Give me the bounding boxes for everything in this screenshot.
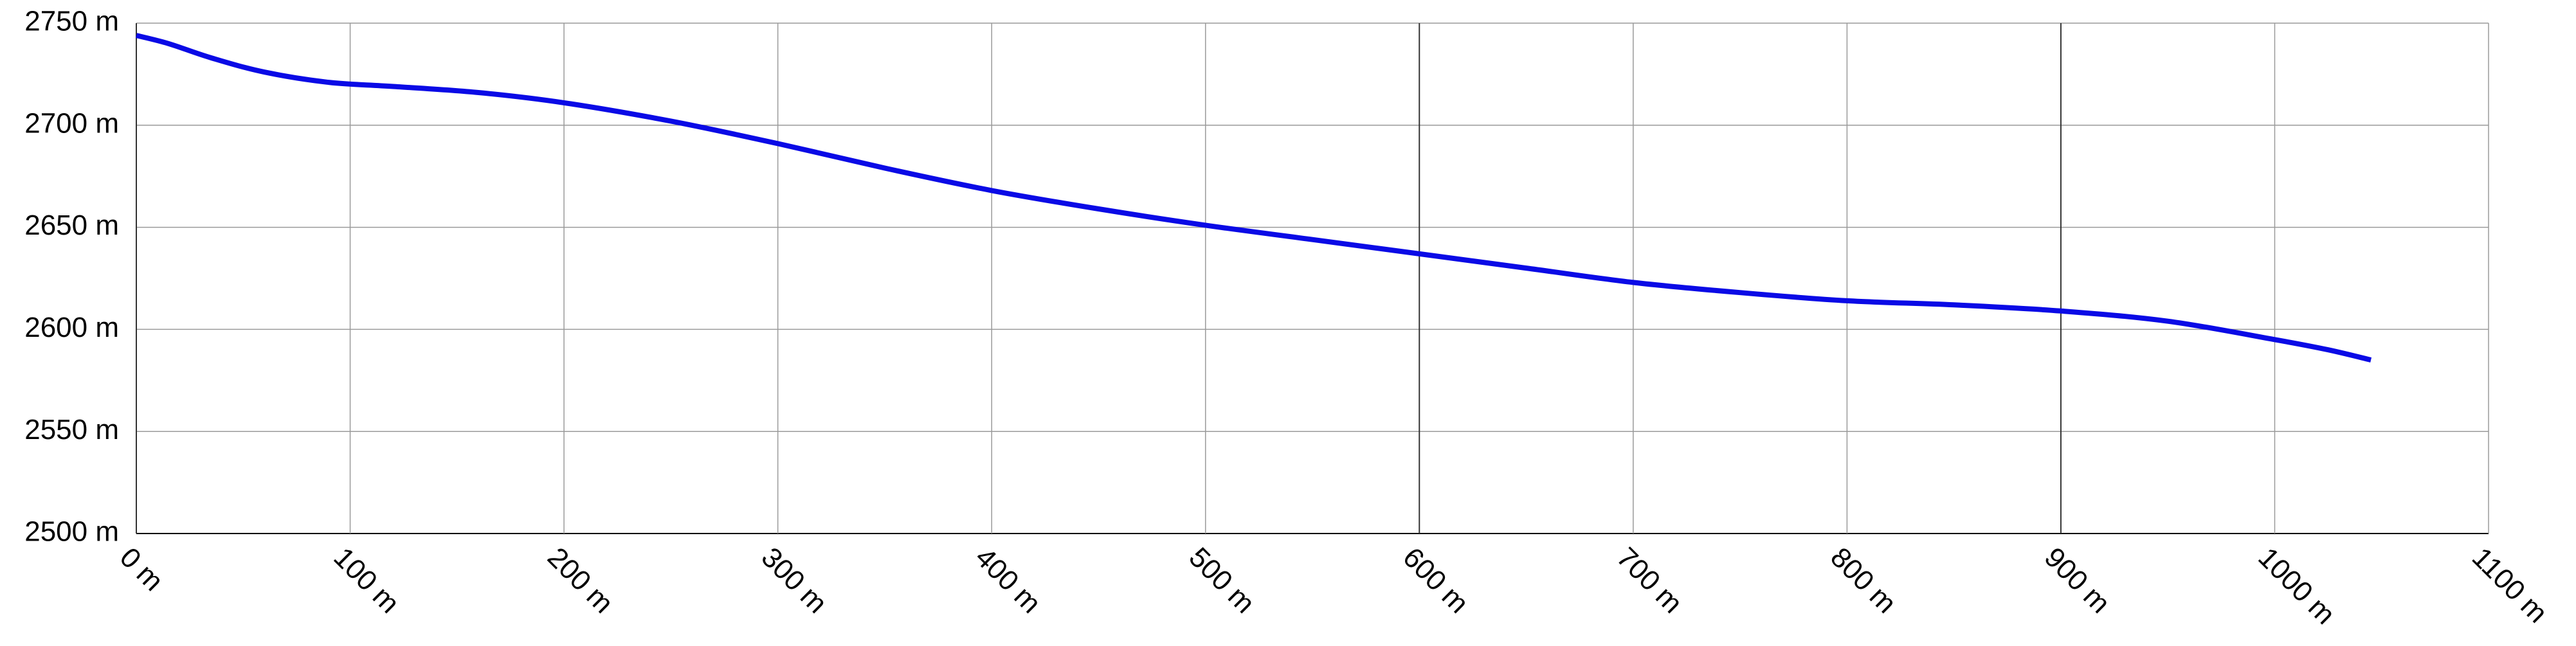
y-tick-label: 2500 m bbox=[24, 516, 119, 548]
x-axis-tick-labels: 0 m 100 m 200 m 300 m 400 m 500 m 600 m 700 m 80… bbox=[114, 541, 2553, 630]
x-tick-label: 0 m bbox=[114, 541, 170, 597]
y-tick-label: 2550 m bbox=[24, 414, 119, 445]
x-tick-label: 100 m bbox=[327, 541, 405, 619]
x-tick-label: 1100 m bbox=[2466, 541, 2553, 629]
y-tick-label: 2750 m bbox=[24, 6, 119, 37]
y-tick-label: 2700 m bbox=[24, 107, 119, 139]
y-tick-label: 2600 m bbox=[24, 312, 119, 343]
x-tick-label: 700 m bbox=[1611, 541, 1689, 619]
x-tick-label: 900 m bbox=[2038, 541, 2116, 619]
x-tick-label: 1000 m bbox=[2252, 541, 2341, 630]
x-tick-label: 300 m bbox=[756, 541, 833, 619]
y-axis-tick-labels: 2750 m 2700 m 2650 m 2600 m 2550 m 2500 m bbox=[24, 6, 119, 548]
x-tick-label: 200 m bbox=[541, 541, 619, 619]
series-layer bbox=[136, 33, 2372, 363]
x-tick-label: 800 m bbox=[1824, 541, 1902, 619]
grid bbox=[136, 22, 2489, 534]
x-tick-label: 600 m bbox=[1397, 541, 1474, 619]
x-tick-label: 400 m bbox=[969, 541, 1047, 619]
elevation-profile-line bbox=[136, 33, 2372, 363]
y-tick-label: 2650 m bbox=[24, 210, 119, 241]
x-tick-label: 500 m bbox=[1183, 541, 1261, 619]
